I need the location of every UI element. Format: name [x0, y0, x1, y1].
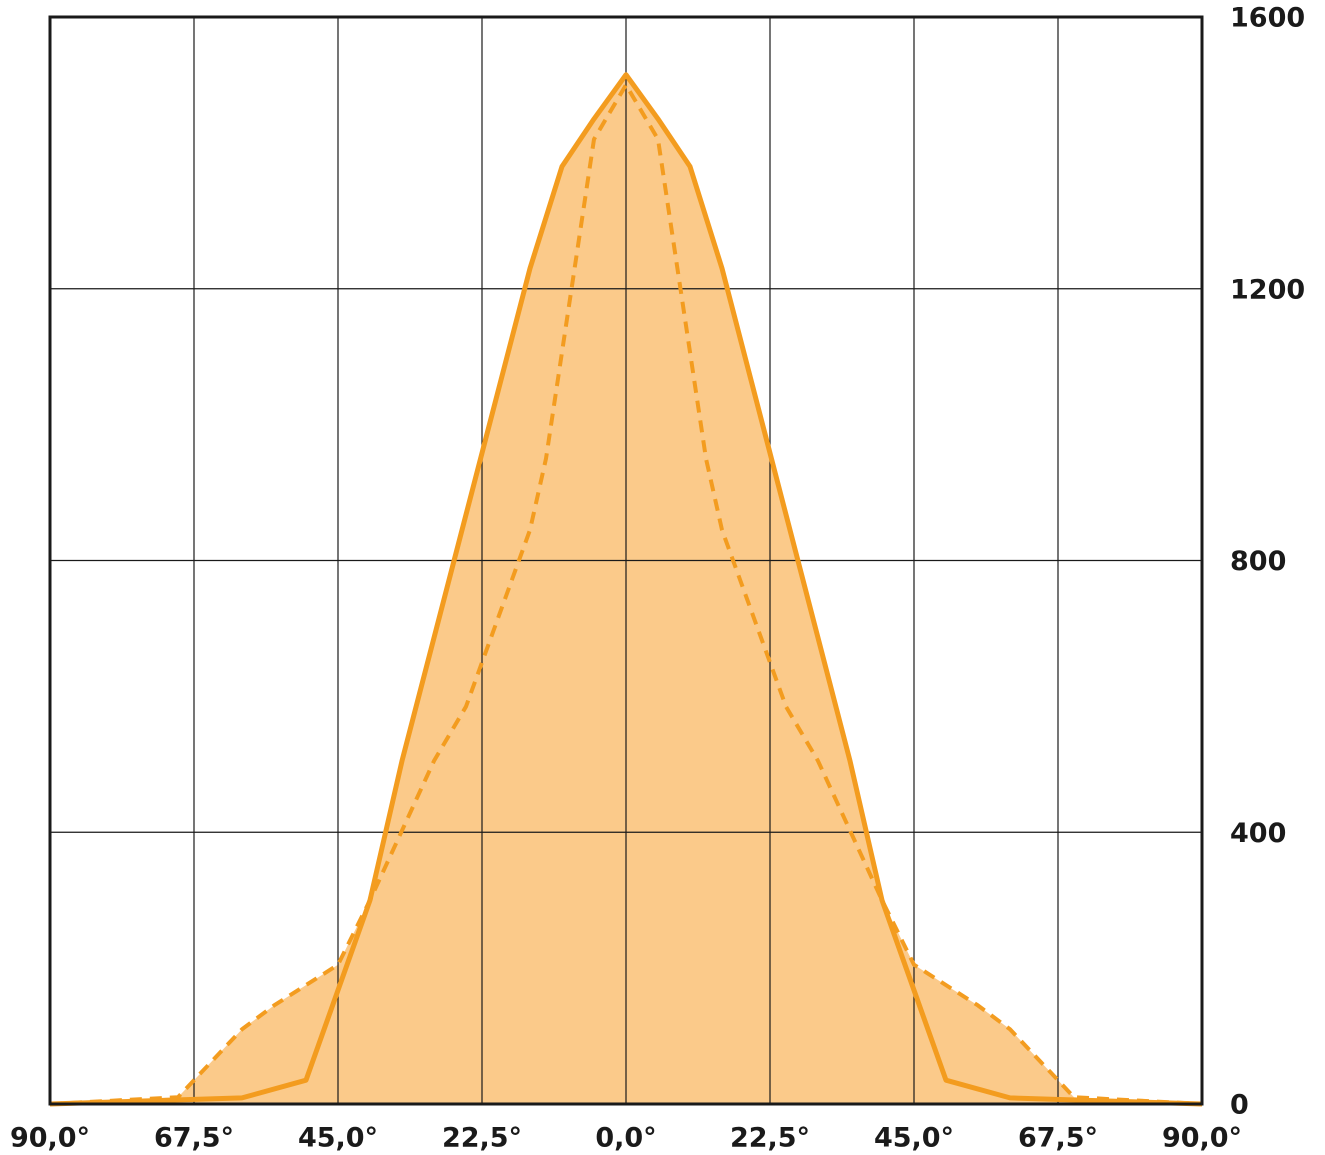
series-line: [49, 72, 1203, 1107]
x-tick-label: 22,5°: [730, 1123, 810, 1154]
x-tick-label: 90,0°: [10, 1123, 90, 1154]
y-tick-label: 800: [1230, 546, 1286, 577]
x-tick-label: 45,0°: [874, 1123, 954, 1154]
plot-frame: [48, 15, 1204, 1106]
x-tick-label: 67,5°: [154, 1123, 234, 1154]
x-tick-label: 22,5°: [442, 1123, 522, 1154]
y-tick-label: 1200: [1230, 274, 1305, 305]
y-tick-label: 400: [1230, 818, 1286, 849]
series-line: [49, 82, 1203, 1106]
y-tick-label: 0: [1230, 1090, 1249, 1121]
x-tick-label: 0,0°: [595, 1123, 656, 1154]
x-tick-label: 90,0°: [1162, 1123, 1242, 1154]
x-tick-label: 45,0°: [298, 1123, 378, 1154]
x-tick-label: 67,5°: [1018, 1123, 1098, 1154]
y-tick-label: 1600: [1230, 3, 1305, 34]
